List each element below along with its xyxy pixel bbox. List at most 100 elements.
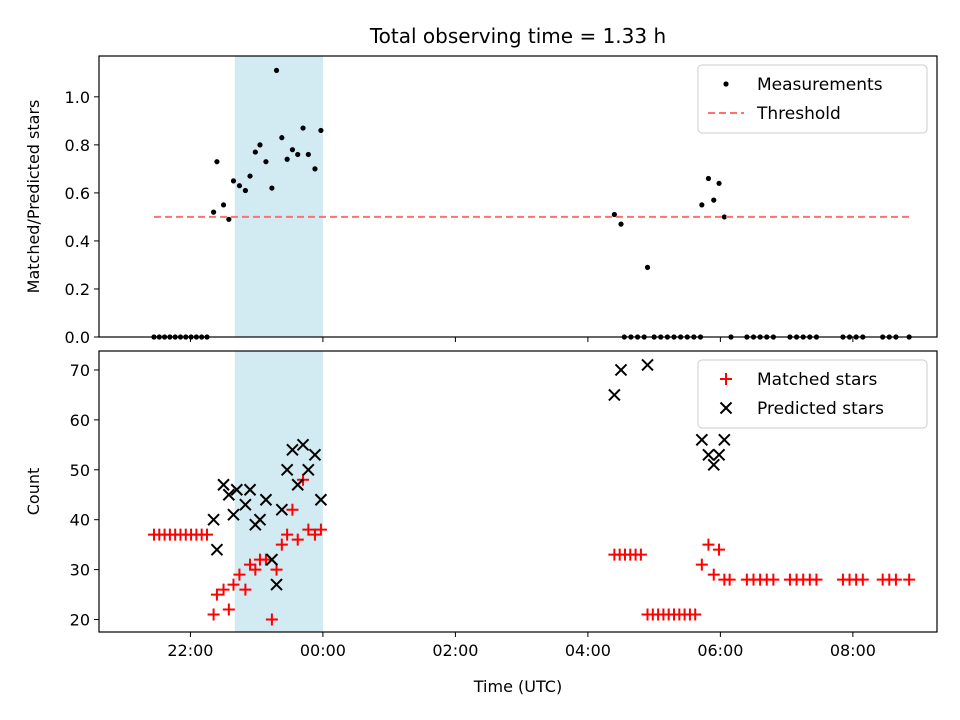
legend-label: Predicted stars [757,399,884,419]
data-point-x [230,483,243,496]
data-point-x [702,448,715,462]
data-point-x [265,553,279,566]
top-y-ticks: 0.0 0.2 0.4 0.6 0.8 1.0 [65,88,99,347]
data-point-x [314,493,328,506]
data-point-x [243,483,257,496]
top-legend: Measurements Threshold [697,64,928,134]
data-point-x [718,433,731,447]
data-point-plus [856,573,869,586]
data-point-x [239,498,252,511]
bottom-plot-frame [98,350,938,633]
data-point-plus [713,543,726,556]
data-point-plus [810,573,823,586]
data-point-plus [239,583,252,596]
y-tick-label: 0.8 [65,136,90,155]
data-point-plus [259,553,272,566]
data-point-dot [618,221,624,227]
top-x-ticks [189,337,854,342]
y-tick-label: 0.2 [65,280,90,299]
data-point-plus [265,613,278,626]
data-point-x [217,478,230,491]
bottom-x-ticks: 22:00 00:00 02:00 04:00 06:00 08:00 [167,632,876,660]
count-scatter [147,358,916,626]
data-point-dot [236,183,243,189]
data-point-x [222,488,236,501]
x-axis-label: Time (UTC) [473,677,562,696]
data-point-plus [302,523,315,536]
bottom-panel: 22:00 00:00 02:00 04:00 06:00 08:00 20 30 40 50 6… [24,350,938,660]
data-point-x [280,463,294,476]
data-point-plus [210,588,223,601]
data-point-plus [723,573,736,586]
data-point-dot [644,264,651,270]
data-point-x [227,508,240,521]
data-point-x [641,358,654,372]
data-point-x [308,448,322,462]
data-point-plus [227,578,240,591]
data-point-dot [284,156,290,162]
data-point-plus [903,573,916,586]
data-point-plus [695,558,708,571]
data-point-plus [207,608,220,621]
data-point-x [207,513,220,526]
data-point-plus [689,608,702,621]
data-point-plus [634,548,647,561]
top-panel: 0.0 0.2 0.4 0.6 0.8 1.0 Matched/Predicted sta… [24,55,938,347]
y-tick-label: 0.4 [65,232,90,251]
data-point-plus [767,573,780,586]
data-point-x [695,433,709,447]
y-tick-label: 60 [70,411,90,430]
data-point-dot [279,135,285,141]
y-tick-label: 50 [70,461,90,480]
data-point-plus [217,583,230,596]
data-point-dot [273,67,280,74]
data-point-x [291,478,304,491]
data-point-dot [312,166,318,172]
y-tick-label: 0.6 [65,184,90,203]
legend-box [697,64,928,134]
data-point-dot [252,149,258,155]
x-tick-label: 06:00 [697,641,743,660]
data-point-x [259,493,273,506]
observing-window-shade-top [234,56,323,337]
data-point-plus [314,523,327,536]
legend-label: Matched stars [757,370,877,390]
bottom-y-axis-label: Count [24,468,43,516]
bottom-y-ticks: 20 30 40 50 60 70 [70,361,99,630]
y-tick-label: 40 [70,511,90,530]
data-point-dot [263,159,269,165]
data-point-x [302,463,315,476]
data-point-dot [318,127,324,134]
data-point-plus [233,568,246,581]
data-point-dot [305,151,311,158]
chart-title: Total observing time = 1.33 h [369,24,666,48]
data-point-dot [721,214,727,220]
data-point-dot [242,187,249,194]
data-point-dot [295,151,301,158]
data-point-dot [611,211,617,218]
x-tick-label: 02:00 [432,641,478,660]
data-point-x [608,388,621,402]
bottom-legend: Matched stars Predicted stars [697,359,928,429]
data-point-dot [220,202,227,208]
data-point-dot [247,173,253,179]
legend-marker-dot [723,81,729,87]
data-point-plus [702,538,715,551]
data-point-plus [707,568,720,581]
y-tick-label: 0.0 [65,328,90,347]
y-tick-label: 20 [70,611,90,630]
data-point-dot [705,175,712,182]
data-point-x [614,363,628,377]
data-point-dot [226,216,232,222]
data-point-dot [711,197,717,203]
data-point-plus [281,528,294,541]
top-y-axis-label: Matched/Predicted stars [24,100,43,294]
y-tick-label: 70 [70,361,90,380]
legend-label: Measurements [757,75,883,95]
data-point-dot [716,180,722,186]
x-tick-label: 08:00 [830,641,876,660]
data-point-dot [211,209,217,215]
data-point-plus [291,533,304,546]
x-tick-label: 04:00 [565,641,611,660]
x-tick-label: 22:00 [167,641,213,660]
